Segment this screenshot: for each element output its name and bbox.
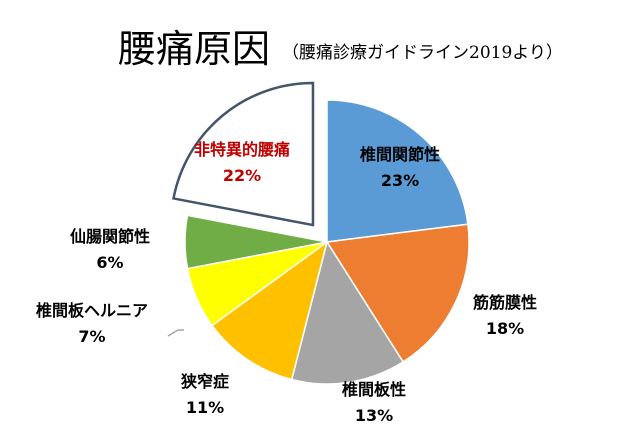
chart-subtitle: （腰痛診療ガイドライン2019より） bbox=[282, 43, 563, 63]
slice-value-label: 13% bbox=[355, 406, 393, 425]
slice-label: 非特異的腰痛 bbox=[194, 140, 290, 159]
slice-label: 仙腸関節性 bbox=[70, 227, 150, 246]
slice-value-label: 7% bbox=[78, 327, 105, 346]
pie-slice bbox=[211, 240, 329, 381]
slice-label: 椎間板ヘルニア bbox=[36, 301, 148, 320]
slice-value-label: 22% bbox=[223, 166, 261, 185]
slice-value-label: 23% bbox=[381, 171, 419, 190]
pie-slice bbox=[184, 214, 328, 270]
pie-labels: 椎間関節性 23% 筋筋膜性 18% 椎間板性 13% 狭窄症 11% 椎間板ヘルニア 7% 仙腸関… bbox=[36, 140, 537, 425]
leader-line bbox=[167, 329, 184, 337]
slice-value-label: 11% bbox=[186, 398, 224, 417]
slice-value-label: 6% bbox=[96, 253, 123, 272]
pie-slice bbox=[325, 223, 470, 363]
slice-label: 筋筋膜性 bbox=[472, 293, 537, 312]
slice-value-label: 18% bbox=[486, 319, 524, 338]
slice-label: 椎間関節性 bbox=[360, 145, 440, 164]
slice-label: 椎間板性 bbox=[342, 380, 406, 399]
pie-slice bbox=[290, 240, 405, 385]
pie-slice bbox=[172, 81, 315, 227]
pie-slices bbox=[172, 81, 470, 385]
chart-title: 腰痛原因 bbox=[118, 27, 270, 71]
slice-label: 狭窄症 bbox=[180, 372, 229, 391]
pie-slice bbox=[326, 99, 469, 243]
